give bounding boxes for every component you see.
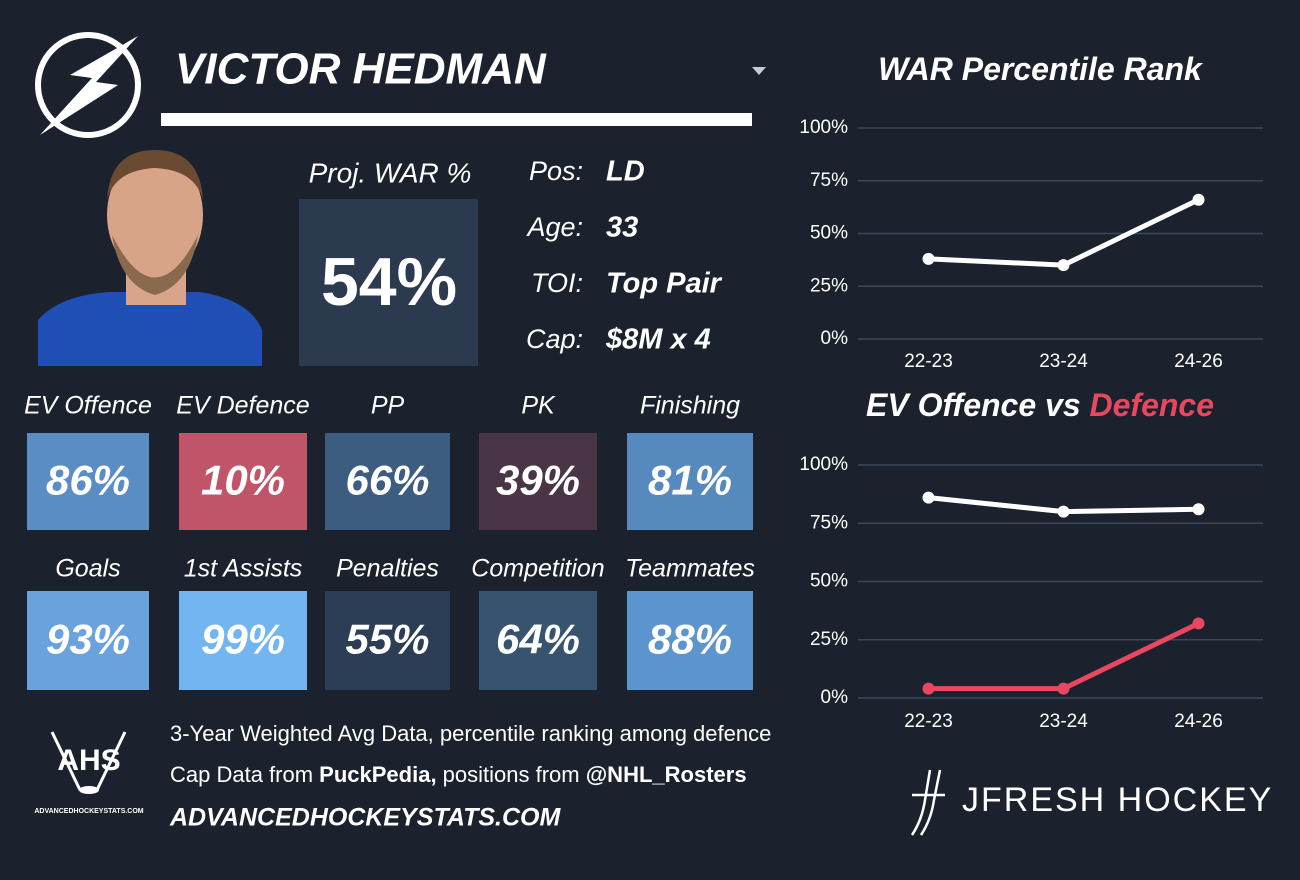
chart-title: EV Offence vs Defence — [866, 387, 1214, 423]
source-part: Cap Data from — [170, 762, 319, 787]
ahs-logo-url: ADVANCEDHOCKEYSTATS.COM — [34, 808, 143, 815]
brand-icon — [910, 769, 945, 836]
data-point — [922, 252, 935, 265]
projection-value: 54% — [321, 244, 457, 320]
dropdown-arrow[interactable] — [752, 67, 766, 75]
info-value: Top Pair — [606, 268, 723, 300]
chart-title: WAR Percentile Rank — [878, 51, 1204, 87]
info-value: $8M x 4 — [605, 324, 711, 356]
y-tick-label: 0% — [821, 687, 849, 708]
tile — [27, 591, 149, 690]
data-point — [1192, 617, 1205, 630]
tile-value: 88% — [648, 616, 732, 663]
y-tick-label: 25% — [810, 629, 848, 650]
y-tick-label: 25% — [810, 275, 848, 296]
y-tick-label: 75% — [810, 170, 848, 191]
y-tick-label: 75% — [810, 512, 848, 533]
player-name: VICTOR HEDMAN — [175, 45, 547, 94]
y-tick-label: 0% — [821, 328, 849, 349]
tile — [325, 591, 450, 690]
ahs-logo: AHS ADVANCEDHOCKEYSTATS.COM — [34, 731, 144, 815]
tile — [479, 433, 597, 530]
tile-label: 1st Assists — [184, 555, 303, 583]
projection-box — [299, 199, 478, 366]
data-point — [1057, 259, 1070, 272]
data-point — [1192, 193, 1205, 206]
info-label: TOI: — [531, 268, 583, 298]
x-tick-label: 24-26 — [1174, 711, 1223, 732]
tile-label: Competition — [471, 555, 604, 583]
source-part: PuckPedia, — [319, 762, 436, 787]
footer-sources: Cap Data from PuckPedia, positions from … — [170, 762, 747, 787]
info-label: Pos: — [529, 156, 583, 186]
tile — [627, 433, 753, 530]
tile-value: 81% — [648, 457, 732, 504]
tile-value: 39% — [496, 457, 580, 504]
tile-label: PP — [371, 392, 405, 420]
name-underline — [161, 113, 752, 126]
tile-value: 99% — [201, 616, 285, 663]
chart-title-part: EV Offence vs — [866, 387, 1090, 423]
tile — [179, 591, 307, 690]
tile-label: Teammates — [625, 555, 755, 583]
y-tick-label: 100% — [799, 117, 848, 138]
tile-value: 93% — [46, 616, 130, 663]
source-part: positions from — [437, 762, 586, 787]
x-tick-label: 22-23 — [904, 351, 953, 372]
tile — [179, 433, 307, 530]
x-tick-label: 23-24 — [1039, 351, 1088, 372]
info-label: Cap: — [526, 324, 583, 354]
x-tick-label: 22-23 — [904, 711, 953, 732]
data-point — [1057, 682, 1070, 695]
info-label: Age: — [525, 212, 583, 242]
footer-url: ADVANCEDHOCKEYSTATS.COM — [169, 804, 561, 832]
data-point — [922, 491, 935, 504]
tile-value: 66% — [345, 457, 429, 504]
projection-label: Proj. WAR % — [309, 157, 472, 188]
ahs-logo-text: AHS — [57, 744, 120, 777]
tile-label: EV Defence — [176, 392, 309, 420]
tile-label: Finishing — [640, 392, 740, 420]
data-point — [1192, 503, 1205, 516]
tile — [325, 433, 450, 530]
y-tick-label: 50% — [810, 571, 848, 592]
source-part: @NHL_Rosters — [586, 762, 747, 787]
info-value: LD — [606, 156, 645, 188]
data-point — [1057, 505, 1070, 518]
tile — [27, 433, 149, 530]
y-tick-label: 50% — [810, 223, 848, 244]
tile-label: EV Offence — [24, 392, 152, 420]
player-photo — [38, 150, 262, 366]
info-value: 33 — [606, 212, 638, 244]
team-logo — [35, 32, 141, 138]
x-tick-label: 24-26 — [1174, 351, 1223, 372]
tile — [479, 591, 597, 690]
chart-title-part: Defence — [1090, 387, 1215, 423]
chart-title-part: WAR Percentile Rank — [878, 51, 1204, 87]
tile-value: 86% — [46, 457, 130, 504]
y-tick-label: 100% — [799, 454, 848, 475]
tile — [627, 591, 753, 690]
brand-name: JFRESH HOCKEY — [962, 781, 1273, 819]
tile-label: PK — [521, 392, 556, 420]
tile-value: 64% — [496, 616, 580, 663]
tile-value: 55% — [345, 616, 429, 663]
x-tick-label: 23-24 — [1039, 711, 1088, 732]
tile-label: Goals — [55, 555, 120, 583]
tile-label: Penalties — [336, 555, 439, 583]
footer-note: 3-Year Weighted Avg Data, percentile ran… — [170, 721, 771, 746]
tile-value: 10% — [201, 457, 285, 504]
data-point — [922, 682, 935, 695]
